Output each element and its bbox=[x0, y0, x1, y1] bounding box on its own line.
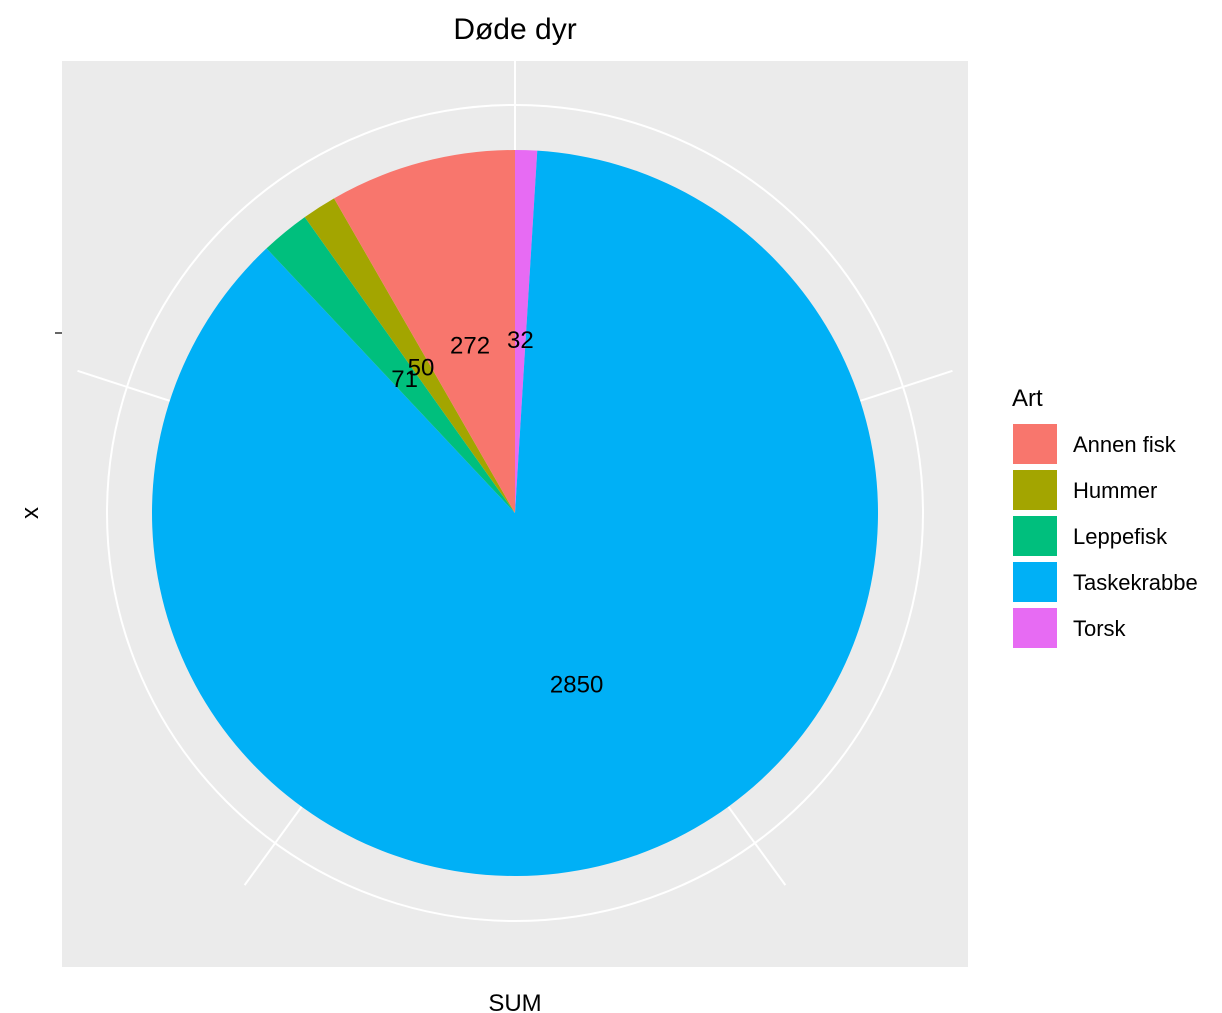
chart-title: Døde dyr bbox=[453, 13, 576, 46]
legend-label-leppefisk: Leppefisk bbox=[1073, 524, 1168, 549]
slice-label-leppefisk: 71 bbox=[391, 366, 418, 393]
slice-label-torsk: 32 bbox=[507, 327, 534, 354]
legend-key-annen-fisk bbox=[1013, 424, 1057, 464]
pie-slices bbox=[152, 150, 879, 877]
x-axis-label: SUM bbox=[488, 990, 541, 1013]
legend-label-annen-fisk: Annen fisk bbox=[1073, 432, 1177, 457]
legend-label-taskekrabbe: Taskekrabbe bbox=[1073, 570, 1198, 595]
pie-slice-torsk bbox=[515, 150, 538, 513]
legend-key-hummer bbox=[1013, 470, 1057, 510]
slice-label-annen-fisk: 272 bbox=[450, 333, 490, 360]
legend-key-torsk bbox=[1013, 608, 1057, 648]
y-axis-label: x bbox=[17, 507, 44, 519]
legend-label-hummer: Hummer bbox=[1073, 478, 1157, 503]
legend-title: Art bbox=[1012, 385, 1043, 412]
pie-slice-annen-fisk bbox=[334, 150, 515, 513]
pie-slice-hummer bbox=[304, 198, 515, 513]
legend-label-torsk: Torsk bbox=[1073, 616, 1127, 641]
slice-label-taskekrabbe: 2850 bbox=[550, 672, 603, 699]
pie-slice-taskekrabbe bbox=[152, 150, 879, 877]
legend: Art Annen fisk Hummer Leppefisk Taskekrabbe… bbox=[1012, 385, 1198, 648]
pie-slice-leppefisk bbox=[266, 217, 515, 513]
legend-key-taskekrabbe bbox=[1013, 562, 1057, 602]
legend-key-leppefisk bbox=[1013, 516, 1057, 556]
slice-label-hummer: 50 bbox=[408, 354, 435, 381]
